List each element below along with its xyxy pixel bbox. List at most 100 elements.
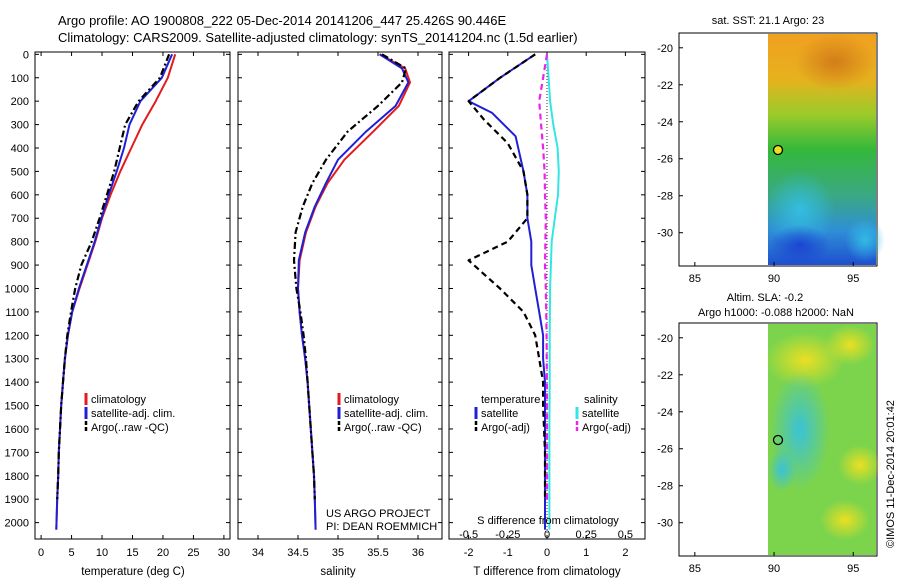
depth-tick-label: 1200 [5, 330, 29, 342]
map-y-tick-label: -22 [657, 370, 673, 382]
s-tick-label: 0.25 [575, 529, 596, 541]
series-argo-raw-qc- [292, 53, 408, 500]
map-y-tick-label: -26 [657, 154, 673, 166]
temperature-chart: 0 5 10 15 20 25 30 [38, 52, 230, 559]
series-salinity-argo-adj- [538, 54, 549, 500]
x-tick-label: 0 [544, 547, 550, 559]
series-satellite-adj-clim- [55, 53, 174, 530]
float-position-marker [772, 434, 784, 446]
salinity-chart: 34 34.5 35 35.5 36 [252, 52, 424, 559]
sst-warm-patch [795, 34, 875, 90]
legend-satellite: satellite-adj. clim. [91, 408, 175, 420]
legend-argo: Argo(..raw -QC) [91, 422, 169, 434]
depth-tick-label: 1100 [5, 307, 29, 319]
sst-map-axes: 85 90 95 -20 -22 -24 -26 -28 -30 [657, 43, 859, 285]
s-tick-label: 0 [544, 529, 550, 541]
x-tick-label: 5 [69, 547, 75, 559]
s-tick-label: -0.5 [459, 529, 478, 541]
diff-legend-s-sat: satellite [582, 408, 619, 420]
temperature-panel [34, 51, 231, 540]
sla-map-title-line2: Argo h1000: -0.088 h2000: NaN [698, 307, 854, 319]
sla-high-patch-ne [825, 325, 875, 365]
map-y-tick-label: -30 [657, 518, 673, 530]
sst-map-field [765, 34, 885, 265]
map-x-tick-label: 90 [768, 273, 780, 285]
credit-line2: PI: DEAN ROEMMICH [326, 521, 437, 533]
map-y-tick-label: -28 [657, 191, 673, 203]
depth-tick-label: 1300 [5, 354, 29, 366]
x-tick-label: 34.5 [287, 547, 308, 559]
sla-high-patch [765, 332, 845, 388]
sla-low-patch-w [768, 448, 796, 492]
salinity-axis-label: salinity [320, 566, 355, 578]
depth-tick-label: 200 [11, 96, 29, 108]
difference-legend: temperature salinity satellite Argo(-adj… [474, 394, 631, 434]
map-x-tick-label: 95 [847, 273, 859, 285]
credit-line1: US ARGO PROJECT [326, 508, 431, 520]
map-y-tick-label: -26 [657, 444, 673, 456]
t-difference-axis-label: T difference from climatology [473, 566, 620, 578]
depth-tick-label: 600 [11, 190, 29, 202]
depth-tick-label: 500 [11, 166, 29, 178]
x-tick-label: 34 [252, 547, 264, 559]
depth-tick-label: 800 [11, 237, 29, 249]
legend-argo: Argo(..raw -QC) [344, 422, 422, 434]
difference-chart: -2 -1 0 1 2 -0.5 -0.25 0 0.25 0.5 [459, 52, 633, 559]
map-y-tick-label: -24 [657, 407, 673, 419]
depth-tick-label: 100 [11, 73, 29, 85]
figure-title-line1: Argo profile: AO 1900808_222 05-Dec-2014… [58, 13, 506, 28]
temperature-axis-label: temperature (deg C) [81, 566, 185, 578]
legend-climatology: climatology [344, 394, 400, 406]
temperature-legend: climatology satellite-adj. clim. Argo(..… [84, 393, 175, 434]
x-tick-label: 25 [187, 547, 199, 559]
depth-tick-label: 400 [11, 143, 29, 155]
sla-map-title-line1: Altim. SLA: -0.2 [727, 292, 803, 304]
s-difference-axis-label: S difference from climatology [477, 515, 619, 527]
map-y-tick-label: -28 [657, 481, 673, 493]
diff-legend-sal-header: salinity [584, 394, 618, 406]
series-temperature-argo-adj- [467, 53, 547, 500]
s-tick-label: -0.25 [495, 529, 520, 541]
depth-axis: 0 100 200 300 400 500 600 700 800 900 1000 1100 1200… [5, 49, 645, 530]
sla-map-axes: 85 90 95 -20 -22 -24 -26 -28 -30 [657, 333, 859, 575]
map-y-tick-label: -24 [657, 117, 673, 129]
diff-legend-t-argo: Argo(-adj) [481, 422, 530, 434]
sst-cold-patch [770, 225, 830, 265]
x-tick-label: 35.5 [367, 547, 388, 559]
x-tick-label: 15 [126, 547, 138, 559]
series-argo-raw-qc- [56, 53, 171, 500]
sla-high-patch-e [838, 445, 882, 485]
depth-tick-label: 1900 [5, 494, 29, 506]
salinity-panel [237, 51, 443, 540]
float-position-marker [772, 144, 784, 156]
depth-tick-label: 1700 [5, 447, 29, 459]
depth-tick-label: 700 [11, 213, 29, 225]
x-tick-label: 35 [332, 547, 344, 559]
diff-legend-temp-header: temperature [481, 394, 540, 406]
map-y-tick-label: -30 [657, 228, 673, 240]
sst-cool-patch-east [845, 218, 885, 262]
x-tick-label: -2 [464, 547, 474, 559]
depth-tick-label: 1500 [5, 401, 29, 413]
figure-title-line2: Climatology: CARS2009. Satellite-adjuste… [58, 30, 578, 45]
map-x-tick-label: 85 [689, 563, 701, 575]
salinity-legend: climatology satellite-adj. clim. Argo(..… [337, 393, 428, 434]
depth-tick-label: 900 [11, 260, 29, 272]
map-x-tick-label: 90 [768, 563, 780, 575]
timestamp: ©IMOS 11-Dec-2014 20:01:42 [885, 400, 897, 548]
depth-tick-label: 1400 [5, 377, 29, 389]
sla-high-patch-se [820, 500, 870, 540]
series-salinity-satellite [546, 54, 560, 530]
map-y-tick-label: -22 [657, 80, 673, 92]
depth-tick-label: 2000 [5, 518, 29, 530]
legend-satellite: satellite-adj. clim. [344, 408, 428, 420]
legend-climatology: climatology [91, 394, 147, 406]
x-tick-label: 30 [218, 547, 230, 559]
series-satellite-adj-clim- [297, 53, 410, 530]
x-tick-label: 0 [38, 547, 44, 559]
depth-tick-label: 300 [11, 120, 29, 132]
s-tick-label: 0.5 [618, 529, 633, 541]
x-tick-label: 20 [157, 547, 169, 559]
map-y-tick-label: -20 [657, 333, 673, 345]
